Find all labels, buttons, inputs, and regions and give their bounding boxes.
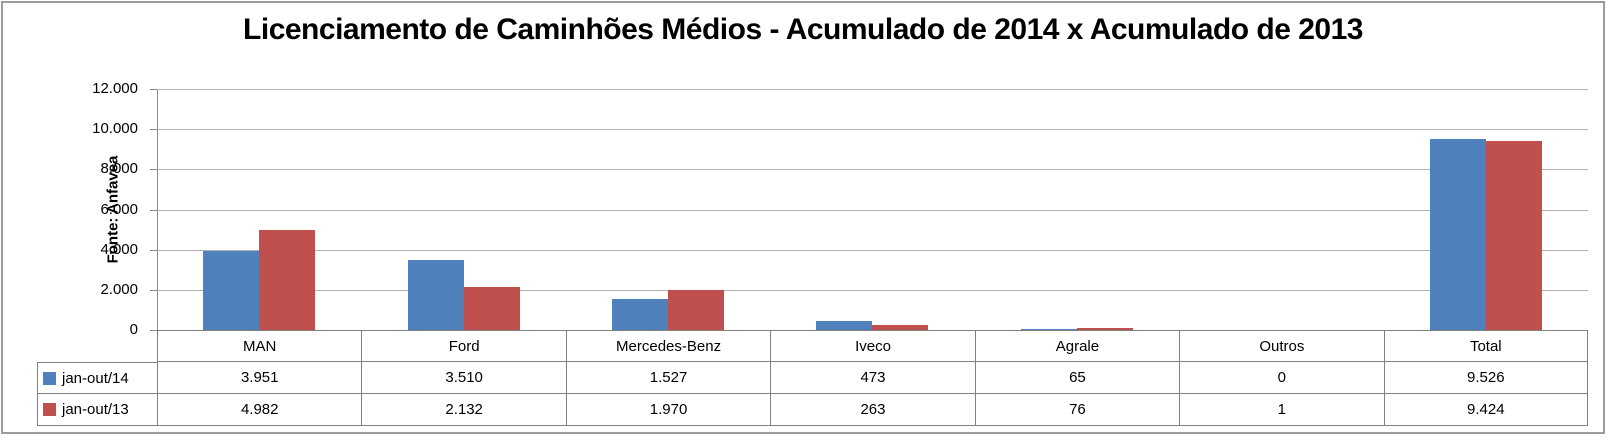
y-axis-tick	[150, 169, 157, 171]
category-bar-group	[566, 89, 770, 330]
bar-jan-out-14-MAN	[203, 250, 260, 330]
value-cell: 3.951	[157, 362, 362, 394]
legend-key-icon	[43, 403, 56, 416]
legend-series-name: jan-out/14	[62, 369, 129, 387]
gridline	[157, 89, 1588, 90]
value-cell: 1.970	[565, 394, 771, 426]
y-axis-label: 12.000	[92, 80, 138, 97]
value-cell: 9.526	[1383, 362, 1588, 394]
category-bar-group	[361, 89, 565, 330]
legend-series-name: jan-out/13	[62, 401, 129, 418]
bar-jan-out-13-Total	[1485, 140, 1542, 330]
legend-cell: jan-out/13	[37, 394, 157, 426]
category-header-cell: Total	[1383, 330, 1588, 362]
category-bar-group	[1179, 89, 1383, 330]
y-axis-tick	[150, 89, 157, 90]
category-header-cell: Ford	[361, 330, 566, 362]
y-axis-label: 6.000	[100, 200, 138, 218]
bar-jan-out-13-Ford	[463, 287, 520, 330]
bar-jan-out-14-Agrale	[1020, 328, 1077, 330]
bar-jan-out-14-Ford	[407, 259, 464, 330]
category-bar-group	[157, 89, 361, 330]
category-header-cell: MAN	[157, 330, 362, 362]
value-cell: 2.132	[361, 394, 566, 426]
value-cell: 4.982	[157, 394, 362, 426]
gridline	[157, 249, 1588, 251]
value-cell: 263	[770, 394, 975, 426]
category-bar-group	[770, 89, 974, 330]
category-header-cell: Agrale	[974, 330, 1180, 362]
bar-jan-out-13-Agrale	[1076, 328, 1133, 330]
legend-cell: jan-out/14	[37, 362, 157, 394]
value-cell: 1.527	[565, 362, 771, 394]
category-header-cell: Mercedes-Benz	[565, 330, 771, 362]
bar-jan-out-14-Total	[1429, 138, 1486, 330]
value-cell: 0	[1179, 362, 1384, 394]
value-cell: 65	[974, 362, 1180, 394]
data-table: MAN Ford Mercedes-Benz Iveco Agrale Outros Tot…	[37, 330, 1588, 426]
y-axis-label: 10.000	[92, 120, 138, 138]
y-axis-tick	[150, 209, 157, 211]
y-axis-label: 0	[129, 321, 138, 338]
table-corner-cell	[37, 330, 157, 362]
gridline	[157, 209, 1588, 211]
y-axis-tick	[150, 249, 157, 251]
value-cell: 3.510	[361, 362, 566, 394]
value-cell: 9.424	[1383, 394, 1588, 426]
value-cell: 473	[770, 362, 975, 394]
bar-jan-out-13-Iveco	[872, 324, 929, 330]
bar-jan-out-14-Iveco	[816, 320, 873, 330]
chart-frame: Licenciamento de Caminhões Médios - Acum…	[1, 1, 1605, 434]
y-axis-tick	[150, 289, 157, 291]
y-axis-label: 2.000	[100, 280, 138, 298]
bar-jan-out-13-MAN	[259, 229, 316, 330]
category-bar-group	[1384, 89, 1588, 330]
bar-jan-out-14-Mercedes-Benz	[612, 299, 669, 330]
category-header-cell: Outros	[1179, 330, 1384, 362]
bar-series-container	[157, 89, 1588, 330]
y-axis-label: 8.000	[100, 160, 138, 178]
value-cell: 1	[1179, 394, 1384, 426]
y-axis-tick	[150, 129, 157, 131]
y-axis-tick	[150, 330, 157, 331]
legend-key-icon	[43, 371, 56, 385]
category-bar-group	[975, 89, 1179, 330]
value-cell: 76	[974, 394, 1180, 426]
gridline	[157, 289, 1588, 291]
plot-area	[157, 89, 1588, 330]
category-header-cell: Iveco	[770, 330, 975, 362]
gridline	[157, 129, 1588, 131]
gridline	[157, 169, 1588, 171]
bar-jan-out-13-Mercedes-Benz	[668, 290, 725, 330]
y-axis-label: 4.000	[100, 240, 138, 258]
chart-title: Licenciamento de Caminhões Médios - Acum…	[243, 13, 1363, 46]
